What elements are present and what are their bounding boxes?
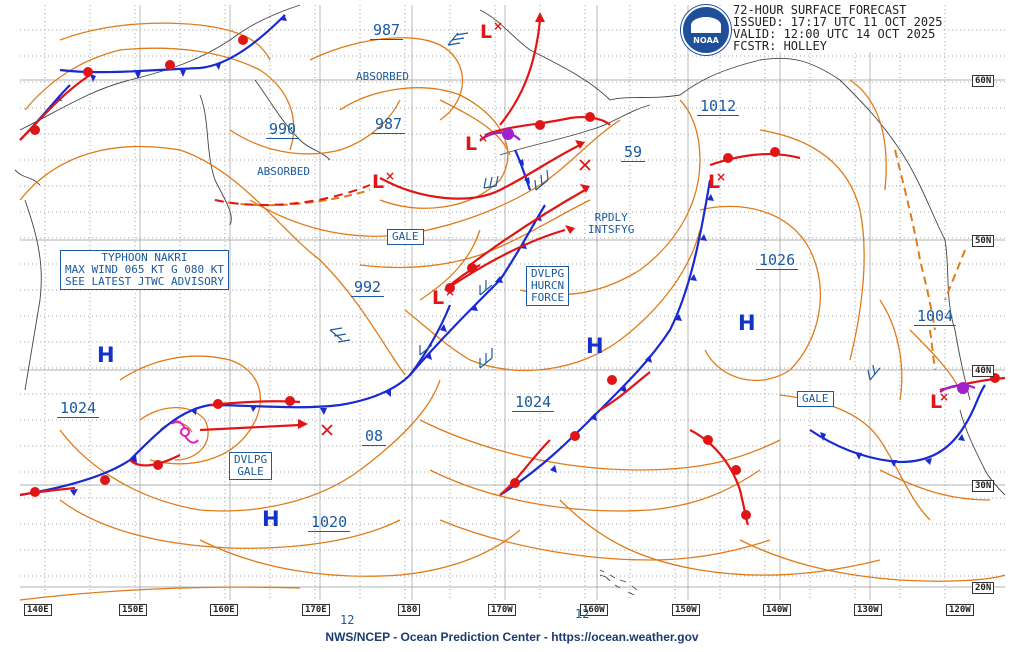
box-line: DVLPG — [234, 453, 268, 466]
svg-text:L: L — [372, 171, 384, 193]
gale-box: GALE — [797, 391, 834, 407]
cold-fronts — [19, 14, 986, 497]
warm-fronts — [19, 74, 1006, 526]
lon-label: 150E — [119, 604, 147, 616]
forecast-header: 72-HOUR SURFACE FORECAST ISSUED: 17:17 U… — [733, 4, 943, 52]
isobar-label: 1012 — [697, 97, 740, 116]
lat-label: 30N — [972, 480, 995, 492]
box-line: MAX WIND 065 KT G 080 KT — [65, 263, 224, 276]
isobar-label: 12 — [340, 613, 355, 627]
typhoon-symbol — [171, 420, 199, 444]
high-pressure-center: H — [97, 343, 115, 367]
isobars — [19, 22, 1006, 601]
storm-tracks — [199, 19, 586, 432]
svg-text:×: × — [478, 131, 488, 145]
lon-label: 180 — [398, 604, 421, 616]
noaa-logo: NOAA — [681, 5, 731, 55]
occluded-fronts — [479, 128, 976, 394]
isobar-label: 990 — [266, 120, 300, 139]
svg-text:L: L — [465, 133, 477, 155]
footer-credit: NWS/NCEP - Ocean Prediction Center - htt… — [325, 630, 699, 644]
svg-text:L: L — [432, 287, 444, 309]
rpdly-line: RPDLY — [594, 211, 628, 224]
header-forecaster: FCSTR: HOLLEY — [733, 39, 827, 53]
box-line: FORCE — [531, 291, 565, 304]
svg-text:×: × — [445, 285, 455, 299]
isobar-label: 987 — [372, 115, 406, 134]
absorbed-note: ABSORBED — [257, 165, 310, 178]
storm-track-heads — [298, 12, 590, 429]
isobar-label: 12 — [575, 607, 590, 621]
high-pressure-center: H — [262, 507, 280, 531]
box-line: HURCN — [531, 279, 565, 292]
isobar-label: 1026 — [756, 251, 799, 270]
box-line: SEE LATEST JTWC ADVISORY — [65, 275, 224, 288]
lon-label: 150W — [672, 604, 700, 616]
absorbed-note: ABSORBED — [356, 70, 409, 83]
svg-text:×: × — [385, 169, 395, 183]
rpdly-intsfyg-note: RPDLY INTSFYG — [588, 212, 634, 236]
header-issued: ISSUED: 17:17 UTC 11 OCT 2025 — [733, 15, 943, 29]
lat-label: 40N — [972, 365, 995, 377]
isobar-label: 59 — [621, 143, 646, 162]
wind-barbs — [329, 32, 881, 381]
svg-text:×: × — [939, 390, 949, 404]
svg-text:L: L — [480, 21, 492, 43]
isobar-label: 1020 — [308, 513, 351, 532]
lon-label: 170W — [488, 604, 516, 616]
intsfyg-line: INTSFYG — [588, 223, 635, 236]
islands — [599, 569, 638, 591]
coastlines — [14, 4, 1006, 596]
lon-label: 140E — [24, 604, 52, 616]
isobar-label: 992 — [351, 278, 385, 297]
lat-label: 60N — [972, 75, 995, 87]
graticule — [20, 5, 1005, 600]
future-positions — [321, 159, 591, 436]
svg-text:×: × — [716, 170, 726, 184]
high-pressure-center: H — [586, 334, 604, 358]
box-line: DVLPG — [531, 267, 565, 280]
svg-text:×: × — [493, 19, 503, 33]
header-valid: VALID: 12:00 UTC 14 OCT 2025 — [733, 27, 936, 41]
lon-label: 170E — [302, 604, 330, 616]
dvlpg-gale-box: DVLPG GALE — [229, 452, 273, 480]
box-line: TYPHOON NAKRI — [101, 251, 188, 264]
noaa-logo-bird-icon — [691, 17, 721, 33]
isobar-label: 1024 — [57, 399, 100, 418]
lat-label: 50N — [972, 235, 995, 247]
high-pressure-center: H — [738, 311, 756, 335]
svg-text:L: L — [708, 171, 720, 193]
warm-front-bumps — [30, 35, 1000, 520]
header-title: 72-HOUR SURFACE FORECAST — [733, 3, 907, 17]
svg-text:L: L — [930, 391, 942, 413]
gale-box: GALE — [387, 229, 424, 245]
isobar-label: 08 — [362, 427, 387, 446]
low-centers: L × L × L × L × L× L× — [372, 19, 949, 413]
isobar-label: 1024 — [512, 393, 555, 412]
lon-label: 160W — [580, 604, 608, 616]
box-line: GALE — [237, 465, 264, 478]
isobar-label: 987 — [370, 21, 404, 40]
absorbed-trough — [214, 184, 371, 206]
isobar-label: 1004 — [914, 307, 957, 326]
lon-label: 130W — [854, 604, 882, 616]
lon-label: 140W — [763, 604, 791, 616]
dvlpg-hurcn-force-box: DVLPG HURCN FORCE — [526, 266, 570, 306]
lat-label: 20N — [972, 582, 995, 594]
graticule-solid — [20, 5, 1005, 600]
lon-label: 160E — [210, 604, 238, 616]
typhoon-advisory-box: TYPHOON NAKRI MAX WIND 065 KT G 080 KT S… — [60, 250, 229, 290]
noaa-logo-text: NOAA — [693, 36, 719, 45]
lon-label: 120W — [946, 604, 974, 616]
